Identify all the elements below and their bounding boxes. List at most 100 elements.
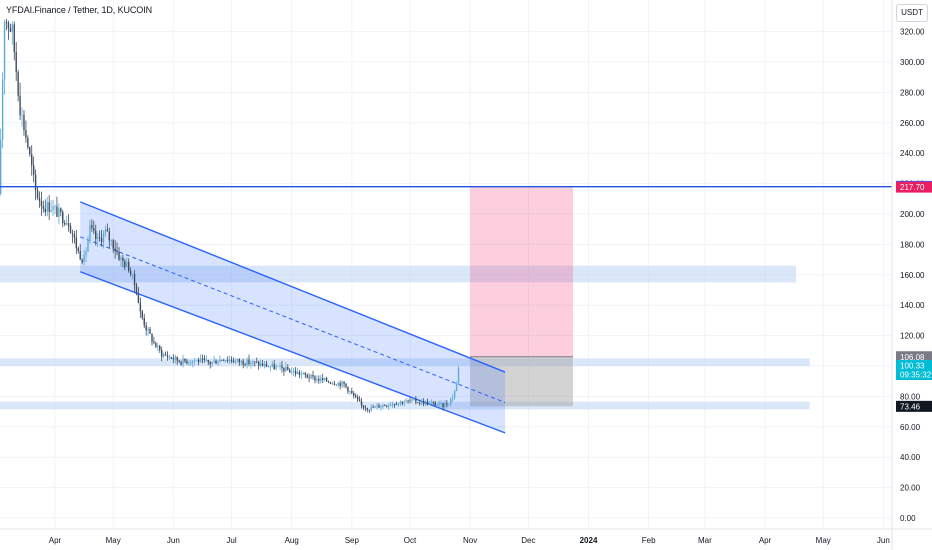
candle-body — [36, 190, 39, 198]
candle-body — [325, 378, 328, 382]
candle-body — [341, 381, 343, 387]
candle-body — [225, 360, 227, 361]
candle-body — [283, 368, 285, 372]
candle-body — [320, 378, 322, 381]
candle-body — [151, 333, 153, 342]
candle-body — [135, 285, 138, 295]
candle-body — [234, 360, 237, 363]
candle-body — [120, 257, 122, 260]
candle-body — [11, 24, 14, 32]
candle-body — [137, 294, 140, 303]
candle-body — [236, 359, 239, 361]
target-zone — [470, 187, 573, 357]
candle-body — [285, 366, 287, 372]
candle-body — [221, 359, 223, 361]
candle-body — [79, 251, 81, 260]
candle-body — [263, 363, 266, 366]
candle-body — [362, 405, 365, 408]
candle-body — [67, 223, 70, 227]
candle-body — [302, 372, 305, 375]
candle-body — [162, 354, 165, 357]
symbol-legend[interactable]: YFDAI.Finance / Tether, 1D, KUCOIN — [6, 5, 152, 15]
candle-body — [407, 400, 409, 402]
candle-body — [62, 211, 64, 224]
candle-body — [188, 362, 190, 364]
candle-body — [440, 402, 442, 404]
price-tag — [896, 359, 932, 380]
candle-body — [294, 370, 297, 374]
candle-body — [25, 130, 27, 138]
candle-body — [368, 409, 370, 411]
candle-body — [69, 226, 72, 234]
candle-body — [401, 401, 403, 404]
candle-body — [271, 364, 273, 367]
candle-body — [254, 361, 256, 363]
candle-body — [211, 362, 213, 365]
candle-body — [174, 356, 176, 360]
candle-body — [355, 395, 357, 397]
candle-body — [405, 400, 407, 403]
candle-body — [452, 397, 454, 400]
candle-body — [356, 396, 359, 400]
candle-body — [126, 261, 128, 268]
candle-body — [333, 383, 336, 385]
candle-body — [48, 202, 50, 212]
descending-channel[interactable] — [79, 201, 506, 434]
candle-body — [397, 402, 400, 405]
candle-body — [378, 405, 380, 408]
candle-body — [73, 234, 76, 238]
candle-body — [65, 223, 68, 225]
time-axis[interactable]: Apr May Jun Jul Aug Sep Oct Nov Dec 2024 Feb Mar Apr… — [0, 528, 932, 545]
candle-body — [413, 398, 415, 400]
candle-body — [52, 206, 54, 210]
candle-body — [395, 404, 398, 406]
candle-body — [329, 382, 332, 384]
candle-body — [370, 406, 372, 411]
candle-body — [54, 206, 56, 208]
currency-button[interactable]: USDT — [896, 4, 928, 22]
y-tick-label: 120.00 — [900, 332, 925, 341]
candle-body — [448, 404, 450, 406]
x-tick-label: Dec — [521, 536, 535, 545]
y-tick-label: 60.00 — [900, 423, 921, 432]
price-tag-label: 106.08 — [900, 353, 925, 362]
x-tick-label: Jul — [226, 536, 236, 545]
candle-body — [17, 72, 19, 96]
candle-body — [129, 271, 132, 275]
candle-body — [277, 366, 279, 367]
candle-body — [426, 401, 429, 405]
candle-body — [337, 382, 339, 386]
price-axis[interactable]: 0.0020.0040.0060.0080.00100.00120.00140.… — [891, 0, 925, 550]
candle-body — [382, 405, 384, 407]
candle-body — [139, 302, 142, 312]
candle-body — [124, 260, 126, 268]
price-tag-label: 100.33 — [900, 361, 925, 370]
candle-body — [265, 363, 268, 367]
long-position-tool[interactable] — [470, 187, 573, 407]
candle-body — [85, 251, 87, 255]
candle-body — [186, 361, 188, 364]
candle-body — [261, 363, 264, 366]
candle-body — [60, 208, 62, 212]
candle-body — [393, 403, 396, 405]
candle-body — [50, 209, 52, 212]
candle-body — [275, 366, 277, 370]
candle-body — [13, 24, 15, 53]
candle-body — [46, 202, 48, 213]
candle-body — [34, 174, 37, 191]
candle-body — [31, 154, 33, 166]
candle-body — [29, 147, 31, 155]
candle-body — [195, 359, 198, 361]
candle-body — [104, 229, 107, 234]
candle-body — [213, 360, 215, 363]
x-tick-label: 2024 — [580, 536, 598, 545]
candle-body — [172, 358, 175, 360]
candle-body — [21, 115, 23, 116]
candle-body — [75, 237, 78, 249]
x-tick-label: Apr — [759, 536, 772, 545]
candle-body — [116, 250, 118, 253]
candle-body — [442, 402, 444, 408]
